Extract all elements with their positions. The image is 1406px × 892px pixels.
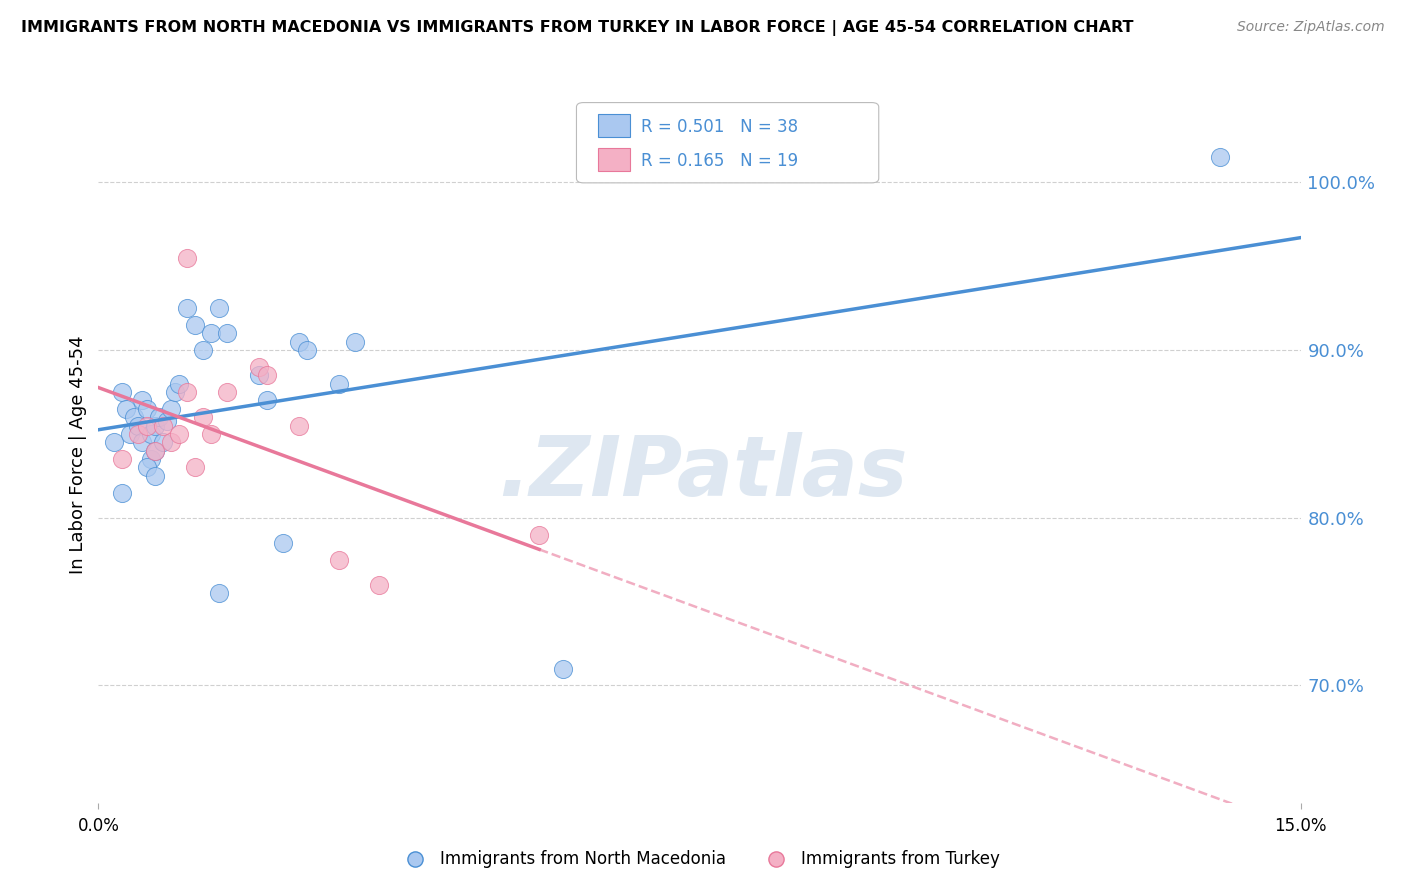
Text: IMMIGRANTS FROM NORTH MACEDONIA VS IMMIGRANTS FROM TURKEY IN LABOR FORCE | AGE 4: IMMIGRANTS FROM NORTH MACEDONIA VS IMMIG…: [21, 20, 1133, 36]
Point: [111, 385, 134, 400]
Point: [128, 418, 150, 433]
Point: [288, 334, 311, 349]
Point: [208, 301, 231, 316]
Legend: Immigrants from North Macedonia, Immigrants from Turkey: Immigrants from North Macedonia, Immigra…: [392, 843, 1007, 874]
Point: [152, 435, 174, 450]
Point: [159, 401, 181, 416]
Point: [143, 443, 166, 458]
Point: [124, 410, 146, 425]
Point: [111, 452, 134, 467]
Point: [135, 460, 157, 475]
Point: [163, 385, 186, 400]
Point: [135, 401, 157, 416]
Point: [143, 443, 166, 458]
Point: [215, 326, 238, 341]
Point: [115, 401, 138, 416]
Point: [152, 418, 174, 433]
Point: [139, 452, 162, 467]
Point: [328, 376, 350, 391]
Point: [328, 552, 350, 566]
Point: [155, 413, 177, 427]
Point: [553, 662, 575, 676]
Point: [176, 301, 198, 316]
Point: [143, 468, 166, 483]
Point: [143, 418, 166, 433]
Point: [128, 427, 150, 442]
Point: [256, 368, 278, 383]
Point: [191, 410, 214, 425]
Point: [368, 578, 391, 592]
Point: [288, 418, 311, 433]
Text: R = 0.165   N = 19: R = 0.165 N = 19: [641, 152, 799, 169]
Point: [183, 460, 205, 475]
Point: [103, 435, 125, 450]
Point: [191, 343, 214, 358]
Point: [200, 427, 222, 442]
Point: [111, 485, 134, 500]
Point: [148, 410, 170, 425]
Point: [208, 586, 231, 600]
Point: [215, 385, 238, 400]
Point: [256, 393, 278, 408]
Text: R = 0.501   N = 38: R = 0.501 N = 38: [641, 118, 799, 136]
Point: [529, 527, 551, 541]
Point: [1209, 150, 1232, 164]
Point: [167, 376, 190, 391]
Point: [200, 326, 222, 341]
Point: [247, 359, 270, 374]
Point: [183, 318, 205, 332]
Point: [135, 418, 157, 433]
Point: [343, 334, 366, 349]
Point: [131, 393, 153, 408]
Y-axis label: In Labor Force | Age 45-54: In Labor Force | Age 45-54: [69, 335, 87, 574]
Point: [176, 385, 198, 400]
Point: [167, 427, 190, 442]
Point: [131, 435, 153, 450]
Point: [120, 427, 142, 442]
Point: [247, 368, 270, 383]
Point: [295, 343, 318, 358]
Text: .ZIPatlas: .ZIPatlas: [498, 433, 908, 513]
Point: [139, 427, 162, 442]
Point: [159, 435, 181, 450]
Point: [271, 536, 294, 550]
Point: [176, 251, 198, 265]
Text: Source: ZipAtlas.com: Source: ZipAtlas.com: [1237, 20, 1385, 34]
